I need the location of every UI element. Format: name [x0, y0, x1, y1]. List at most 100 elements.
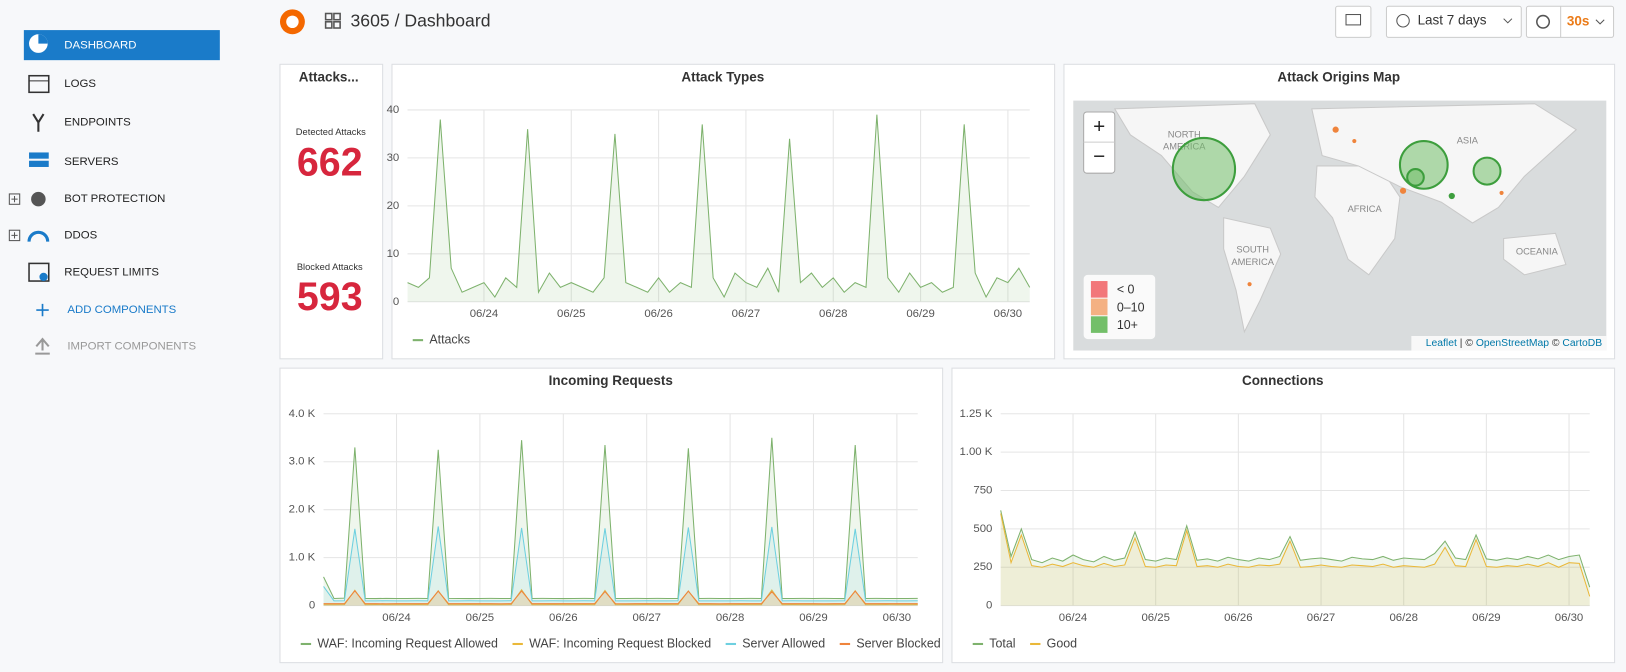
- icon: [28, 262, 50, 282]
- stat-value: 662: [297, 140, 363, 184]
- refresh-interval[interactable]: 30s: [1567, 13, 1589, 28]
- map: Attack Origins Map NORTH AMERICA ASIA AFRIC…: [1073, 69, 1607, 351]
- x-tick-label: 06/25: [557, 308, 586, 320]
- map-label: ASIA: [1457, 136, 1479, 146]
- y-tick-label: 10: [387, 248, 400, 260]
- icon: [31, 191, 46, 207]
- panel: [279, 367, 944, 664]
- origin-dot[interactable]: [1448, 192, 1455, 200]
- x-tick-label: 06/28: [1389, 612, 1418, 624]
- y-tick-label: 40: [387, 104, 400, 116]
- x-tick-label: 06/27: [1307, 612, 1336, 624]
- expand[interactable]: [8, 229, 21, 242]
- import-components[interactable]: IMPORT COMPONENTS: [67, 340, 196, 352]
- header: 3605 / Dashboard Last 7 days 30s: [279, 5, 1615, 38]
- attribution-bg: [1411, 336, 1607, 351]
- x-tick-label: 06/30: [1555, 612, 1584, 624]
- icon: [1396, 14, 1410, 28]
- logo: [286, 15, 299, 29]
- expand: [11, 196, 18, 203]
- text: | ©: [1460, 338, 1474, 349]
- origin-bubble[interactable]: [1472, 156, 1502, 186]
- origin-dot[interactable]: [1499, 190, 1504, 195]
- y-tick-label: 20: [387, 200, 400, 212]
- expand[interactable]: [8, 193, 21, 205]
- series-line: [323, 437, 918, 600]
- y-tick-label: 0: [393, 296, 399, 308]
- link[interactable]: OpenStreetMap: [1476, 338, 1549, 349]
- x-tick-label: 06/27: [732, 308, 761, 320]
- tv-button[interactable]: [1335, 5, 1372, 38]
- legend-label: WAF: Incoming Request Blocked: [529, 636, 711, 650]
- x-tick-label: 06/29: [799, 612, 828, 624]
- y-tick-label: 1.00 K: [959, 446, 992, 458]
- origin-dot[interactable]: [1352, 138, 1357, 144]
- legend-label: 0–10: [1117, 300, 1145, 314]
- y-tick-label: 500: [973, 523, 992, 535]
- series-line: [1000, 510, 1591, 588]
- nav-item[interactable]: BOT PROTECTION: [64, 193, 165, 205]
- land: [1503, 232, 1567, 276]
- panel-title: Attack Origins Map: [1277, 69, 1400, 84]
- stat-label: Detected Attacks: [296, 127, 366, 137]
- map-label: AFRICA: [1348, 204, 1383, 214]
- icon: [333, 12, 341, 21]
- dashboard-title[interactable]: 3605 / Dashboard: [351, 10, 491, 30]
- y-tick-label: 30: [387, 152, 400, 164]
- x-tick-label: 06/26: [549, 612, 578, 624]
- x-tick-label: 06/30: [883, 612, 912, 624]
- stat-label: Blocked Attacks: [297, 262, 363, 272]
- nav-item[interactable]: SERVERS: [64, 156, 119, 168]
- y-tick-label: 1.25 K: [959, 408, 992, 420]
- origin-dot[interactable]: [1399, 187, 1407, 194]
- icon: [324, 12, 333, 21]
- x-tick-label: 06/28: [819, 308, 848, 320]
- nav-item[interactable]: LOGS: [64, 78, 96, 90]
- x-tick-label: 06/27: [632, 612, 661, 624]
- map-legend-items: < 0 0–10 10+: [1090, 281, 1145, 333]
- time-picker[interactable]: [1385, 5, 1522, 38]
- y-tick-label: 0: [986, 600, 992, 612]
- legend-label: Total: [989, 636, 1015, 650]
- nav-item[interactable]: ENDPOINTS: [64, 116, 131, 128]
- zoom-in[interactable]: +: [1093, 115, 1105, 138]
- x-tick-label: 06/24: [470, 308, 499, 320]
- refresh[interactable]: [1525, 5, 1615, 38]
- origin-dot[interactable]: [1247, 282, 1252, 287]
- x-tick-label: 06/26: [644, 308, 673, 320]
- y-tick-label: 1.0 K: [289, 552, 316, 564]
- origin-bubble[interactable]: [1406, 168, 1425, 187]
- series-line: [323, 588, 918, 606]
- icon: [36, 303, 49, 317]
- link[interactable]: CartoDB: [1562, 338, 1602, 349]
- add-components[interactable]: ADD COMPONENTS: [67, 304, 176, 316]
- time-range[interactable]: Last 7 days: [1418, 12, 1487, 27]
- legend-swatch: [1090, 298, 1108, 316]
- icon: [1345, 14, 1362, 26]
- zoom-out[interactable]: −: [1093, 145, 1105, 168]
- x-tick-label: 06/30: [994, 308, 1023, 320]
- icon: [28, 74, 50, 94]
- legend-label: < 0: [1117, 283, 1135, 297]
- nav-item[interactable]: REQUEST LIMITS: [64, 267, 159, 279]
- area: [1000, 510, 1590, 606]
- nav-item[interactable]: DASHBOARD: [64, 40, 136, 52]
- icon: [1503, 18, 1513, 24]
- panel: [279, 63, 384, 360]
- nav-item[interactable]: DDOS: [64, 229, 97, 241]
- active-item[interactable]: [23, 30, 220, 61]
- link[interactable]: Leaflet: [1426, 338, 1457, 349]
- origin-bubble[interactable]: [1171, 136, 1237, 202]
- icon: [32, 113, 45, 132]
- panel-title: Incoming Requests: [549, 373, 673, 388]
- map-label: NORTH: [1168, 129, 1201, 139]
- icon: [38, 34, 48, 44]
- origin-dot[interactable]: [1332, 126, 1339, 133]
- panel-title: Attack Types: [681, 69, 764, 84]
- y-tick-label: 3.0 K: [289, 456, 316, 468]
- icon: [29, 152, 49, 159]
- x-tick-label: 06/25: [466, 612, 495, 624]
- attribution: Leaflet | © OpenStreetMap © CartoDB: [1426, 338, 1602, 349]
- area: [1000, 513, 1590, 606]
- area: [323, 589, 918, 606]
